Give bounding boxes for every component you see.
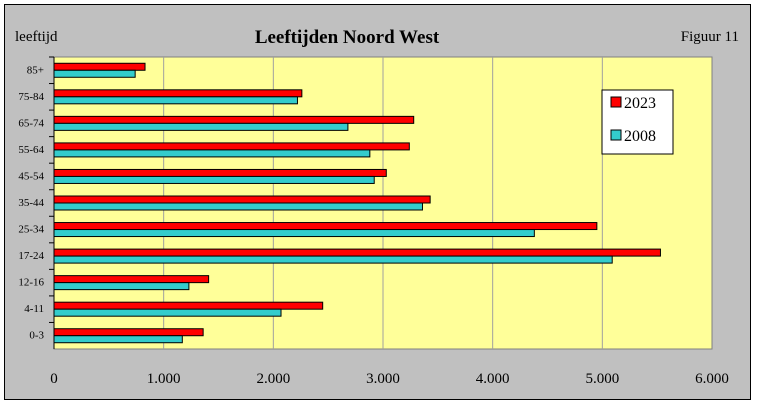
x-tick-label: 4.000 (476, 371, 510, 387)
x-tick-label: 5.000 (585, 371, 619, 387)
category-label: 4-11 (24, 303, 44, 315)
category-label: 17-24 (18, 250, 44, 262)
bar-2008-4-11 (53, 308, 282, 317)
bar-2008-75-84 (53, 96, 298, 105)
legend-swatch-2008 (610, 129, 622, 141)
bar-2023-12-16 (53, 275, 210, 284)
category-label: 35-44 (18, 197, 44, 209)
bar-2008-65-74 (53, 122, 349, 131)
category-labels: 85+ 75-84 65-74 55-64 45-54 35-44 25-34 17-24 12… (18, 56, 55, 349)
category-label: 0-3 (29, 330, 44, 342)
bar-2023-0-3 (53, 328, 204, 337)
category-label: 45-54 (18, 170, 44, 182)
x-tick-label: 0 (50, 371, 58, 387)
bar-2023-55-64 (53, 142, 410, 151)
legend: 2023 2008 (601, 89, 674, 155)
legend-label-2008: 2008 (624, 128, 656, 145)
chart-svg: leeftijd Leeftijden Noord West Figuur 11… (15, 27, 739, 387)
bar-2023-4-11 (53, 301, 324, 310)
x-tick-label: 1.000 (147, 371, 181, 387)
bar-2008-12-16 (53, 282, 190, 291)
y-axis-label: leeftijd (15, 29, 58, 45)
category-label: 85+ (27, 64, 44, 76)
bar-2008-45-54 (53, 175, 375, 184)
bar-2008-17-24 (53, 255, 613, 264)
category-label: 12-16 (18, 277, 44, 289)
bar-2023-17-24 (53, 248, 661, 257)
legend-label-2023: 2023 (624, 95, 656, 112)
chart-frame: leeftijd Leeftijden Noord West Figuur 11… (4, 4, 751, 400)
bar-2023-35-44 (53, 195, 431, 204)
category-label: 65-74 (18, 117, 44, 129)
category-label: 25-34 (18, 224, 44, 236)
bar-2023-85+ (53, 62, 146, 71)
category-label: 55-64 (18, 144, 44, 156)
bars (53, 62, 661, 344)
x-tick-label: 6.000 (695, 371, 729, 387)
x-tick-labels: 0 1.000 2.000 3.000 4.000 5.000 6.000 (50, 371, 729, 387)
bar-2008-0-3 (53, 335, 183, 344)
bar-2008-25-34 (53, 229, 535, 238)
chart-title: Leeftijden Noord West (255, 27, 440, 48)
x-tick-label: 3.000 (366, 371, 400, 387)
bar-2008-85+ (53, 69, 136, 78)
bar-2023-65-74 (53, 115, 415, 124)
figure-label: Figuur 11 (681, 29, 739, 45)
bar-2023-45-54 (53, 168, 387, 177)
bar-2008-55-64 (53, 149, 371, 158)
legend-swatch-2023 (610, 96, 622, 108)
bar-2008-35-44 (53, 202, 423, 211)
bar-2023-25-34 (53, 222, 598, 231)
x-tick-label: 2.000 (256, 371, 290, 387)
bar-2023-75-84 (53, 89, 303, 98)
category-label: 75-84 (18, 91, 44, 103)
